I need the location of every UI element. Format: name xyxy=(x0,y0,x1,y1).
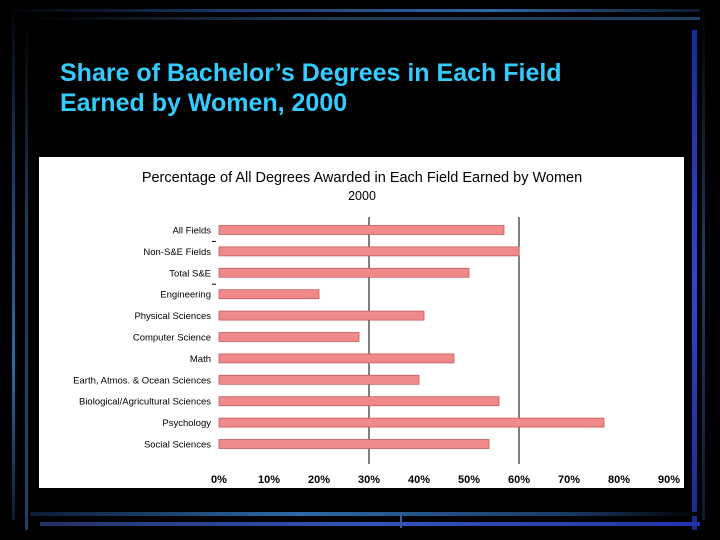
bar xyxy=(218,396,500,407)
x-tick-label: 0% xyxy=(211,474,227,486)
category-label: Biological/Agricultural Sciences xyxy=(79,397,211,408)
top-frame-line-2 xyxy=(30,17,700,20)
category-label: Physical Sciences xyxy=(134,311,211,322)
right-frame-line-2 xyxy=(702,0,705,520)
bar xyxy=(218,267,470,278)
bar xyxy=(218,289,320,300)
bottom-frame-accent xyxy=(400,512,402,528)
bar xyxy=(218,374,420,385)
x-tick-label: 50% xyxy=(458,474,480,486)
x-tick-label: 30% xyxy=(358,474,380,486)
x-tick-label: 40% xyxy=(408,474,430,486)
x-tick-label: 10% xyxy=(258,474,280,486)
bar xyxy=(218,332,360,342)
x-tick-label: 90% xyxy=(658,474,680,486)
category-label: Non-S&E Fields xyxy=(143,247,211,258)
right-frame-line xyxy=(692,30,697,530)
bar xyxy=(218,246,520,257)
bar-chart: Percentage of All Degrees Awarded in Eac… xyxy=(73,170,680,486)
top-frame-line xyxy=(0,9,700,12)
category-label: Psychology xyxy=(162,418,211,429)
chart-title: Percentage of All Degrees Awarded in Eac… xyxy=(142,170,582,186)
bottom-frame-line-2 xyxy=(40,522,700,526)
bar xyxy=(218,225,505,235)
x-tick-label: 70% xyxy=(558,474,580,486)
bar xyxy=(218,353,455,364)
bottom-frame-line xyxy=(30,512,700,516)
category-label: Math xyxy=(190,354,211,365)
category-label: Earth, Atmos. & Ocean Sciences xyxy=(73,375,211,386)
left-frame-line xyxy=(12,0,15,520)
category-label: Engineering xyxy=(160,290,211,301)
bar xyxy=(218,310,425,321)
slide-title: Share of Bachelor’s Degrees in Each Fiel… xyxy=(60,59,562,117)
chart-panel: Percentage of All Degrees Awarded in Eac… xyxy=(39,157,684,488)
left-frame-line-2 xyxy=(25,20,28,530)
bar xyxy=(218,417,605,428)
category-label: Total S&E xyxy=(169,268,211,279)
x-tick-label: 20% xyxy=(308,474,330,486)
bar xyxy=(218,439,490,449)
category-label: All Fields xyxy=(172,226,211,237)
category-label: Computer Science xyxy=(133,333,211,344)
x-tick-label: 60% xyxy=(508,474,530,486)
x-tick-label: 80% xyxy=(608,474,630,486)
category-label: Social Sciences xyxy=(144,440,211,451)
chart-subtitle: 2000 xyxy=(348,189,376,203)
